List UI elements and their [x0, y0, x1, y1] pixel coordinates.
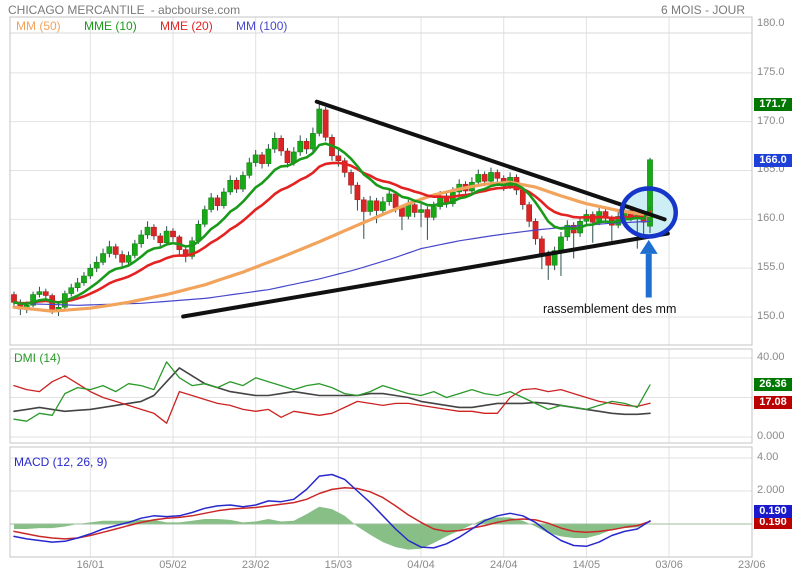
- grid-layer: [10, 17, 752, 557]
- timeframe-label: 6 MOIS - JOUR: [660, 3, 745, 17]
- macd-layer: [10, 473, 752, 550]
- macd-tick-label: 2.000: [757, 484, 785, 496]
- legend-mme20: MME (20): [160, 19, 213, 33]
- price-tick-label: 170.0: [757, 114, 785, 127]
- source-label: - abcbourse.com: [150, 3, 241, 17]
- ma-lines-layer: [12, 142, 652, 313]
- dmi-tick-label: 40.00: [757, 351, 785, 363]
- instrument-title: CHICAGO MERCANTILE: [8, 3, 145, 17]
- x-axis-date: 04/04: [407, 559, 435, 571]
- dmi-panel-label: DMI (14): [14, 351, 61, 365]
- price-tick-label: 160.0: [757, 212, 785, 225]
- macd-panel-label: MACD (12, 26, 9): [14, 455, 108, 469]
- x-axis-date: 24/04: [489, 559, 518, 571]
- price-tick-label: 150.0: [757, 310, 785, 322]
- chart-header: CHICAGO MERCANTILE - abcbourse.com: [8, 3, 240, 17]
- price-tick-label: 180.0: [757, 16, 785, 29]
- dmi-minus-badge: 17.08: [754, 396, 792, 410]
- ma-legend: MM (50) MME (10) MME (20) MM (100): [16, 19, 307, 33]
- price-tick-label: 175.0: [757, 65, 785, 78]
- x-axis-date: 16/01: [76, 559, 105, 571]
- x-axis-date: 23/06: [737, 559, 766, 571]
- price-last-badge: 166.0: [754, 153, 792, 167]
- arrow-annotation: [639, 239, 658, 298]
- x-axis-date: 15/03: [324, 559, 353, 571]
- legend-mm50: MM (50): [16, 19, 61, 33]
- dmi-plus-badge: 26.36: [754, 377, 792, 391]
- panel-borders: [9, 16, 753, 558]
- macd-line-badge: 0.190: [754, 504, 792, 518]
- dmi-layer: [13, 361, 651, 424]
- x-axis-date: 05/02: [159, 559, 187, 571]
- price-high-badge: 171.7: [754, 98, 792, 112]
- x-axis-date: 14/05: [572, 559, 601, 571]
- macd-tick-label: 4.00: [757, 451, 779, 463]
- annotation-text: rassemblement des mm: [543, 302, 677, 316]
- x-axis-date: 03/06: [655, 559, 683, 571]
- price-tick-label: 155.0: [757, 261, 785, 274]
- macd-signal-badge: 0.190: [754, 515, 792, 529]
- x-axis-date: 23/02: [241, 559, 270, 571]
- legend-mm100: MM (100): [236, 19, 288, 33]
- trendline-layer: [181, 99, 670, 319]
- legend-mme10: MME (10): [84, 19, 137, 33]
- circle-annotation: [619, 186, 678, 239]
- dmi-tick-label: 0.000: [757, 430, 785, 442]
